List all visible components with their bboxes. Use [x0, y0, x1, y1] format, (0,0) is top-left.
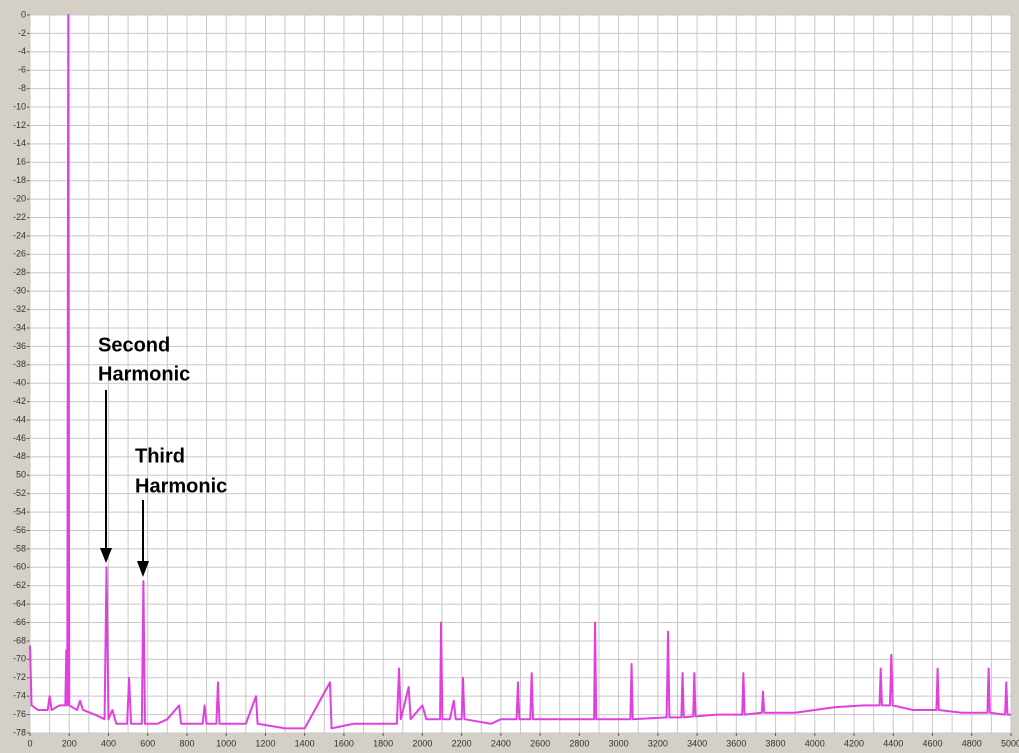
x-tick-label: 1800: [373, 738, 393, 748]
y-tick-label: -78: [13, 727, 26, 737]
x-tick-label: 3400: [687, 738, 707, 748]
y-tick-label: -44: [13, 414, 26, 424]
x-tick-label: 2800: [569, 738, 589, 748]
y-tick-label: -46: [13, 433, 26, 443]
x-tick-label: 1000: [216, 738, 236, 748]
y-tick-label: -34: [13, 322, 26, 332]
annotation: Harmonic: [135, 475, 227, 497]
x-tick-label: 1600: [334, 738, 354, 748]
y-tick-label: -66: [13, 617, 26, 627]
x-tick-label: 4800: [962, 738, 982, 748]
x-tick-label: 4600: [923, 738, 943, 748]
y-tick-label: -4: [18, 46, 26, 56]
x-tick-label: 3200: [648, 738, 668, 748]
y-tick-label: -6: [18, 65, 26, 75]
x-tick-label: 5000: [1001, 738, 1019, 748]
x-tick-label: 200: [62, 738, 77, 748]
x-tick-label: 3800: [766, 738, 786, 748]
annotation: Third: [135, 445, 185, 467]
y-tick-label: -2: [18, 28, 26, 38]
y-tick-label: -18: [13, 175, 26, 185]
y-tick-label: -28: [13, 267, 26, 277]
arrow-head: [137, 561, 149, 577]
y-tick-label: -56: [13, 525, 26, 535]
y-tick-label: -12: [13, 120, 26, 130]
y-tick-label: -42: [13, 396, 26, 406]
y-tick-label: -38: [13, 359, 26, 369]
x-tick-label: 600: [140, 738, 155, 748]
x-tick-label: 800: [179, 738, 194, 748]
x-tick-label: 0: [27, 738, 32, 748]
x-tick-label: 3000: [609, 738, 629, 748]
y-tick-label: -62: [13, 580, 26, 590]
x-tick-label: 1200: [255, 738, 275, 748]
y-tick-label: -70: [13, 654, 26, 664]
x-tick-label: 400: [101, 738, 116, 748]
x-tick-label: 4400: [883, 738, 903, 748]
y-tick-label: -10: [13, 101, 26, 111]
y-tick-label: -8: [18, 83, 26, 93]
arrow-head: [100, 548, 112, 563]
y-tick-label: 16: [16, 157, 26, 167]
y-tick-label: -68: [13, 635, 26, 645]
y-tick-label: -52: [13, 488, 26, 498]
y-tick-label: -74: [13, 691, 26, 701]
y-tick-label: -24: [13, 230, 26, 240]
y-tick-label: -20: [13, 193, 26, 203]
y-tick-label: 50: [16, 470, 26, 480]
y-tick-label: -32: [13, 304, 26, 314]
y-tick-label: -72: [13, 672, 26, 682]
y-tick-label: -30: [13, 286, 26, 296]
y-tick-label: -64: [13, 599, 26, 609]
y-tick-label: 0: [21, 9, 26, 19]
y-tick-label: -54: [13, 506, 26, 516]
x-tick-label: 2400: [491, 738, 511, 748]
y-tick-label: -14: [13, 138, 26, 148]
x-tick-label: 2600: [530, 738, 550, 748]
y-tick-label: -48: [13, 451, 26, 461]
y-tick-label: -76: [13, 709, 26, 719]
y-tick-label: -26: [13, 249, 26, 259]
spectrum-line: [29, 14, 1011, 730]
y-tick-label: -60: [13, 562, 26, 572]
y-tick-label: -22: [13, 212, 26, 222]
x-tick-label: 4200: [844, 738, 864, 748]
x-tick-label: 2000: [412, 738, 432, 748]
x-tick-label: 3600: [726, 738, 746, 748]
x-tick-label: 4000: [805, 738, 825, 748]
y-tick-label: -58: [13, 543, 26, 553]
y-tick-label: -36: [13, 341, 26, 351]
annotation: Second: [98, 334, 170, 356]
x-tick-label: 1400: [295, 738, 315, 748]
annotation: Harmonic: [98, 363, 190, 385]
y-tick-label: -40: [13, 378, 26, 388]
x-tick-label: 2200: [452, 738, 472, 748]
